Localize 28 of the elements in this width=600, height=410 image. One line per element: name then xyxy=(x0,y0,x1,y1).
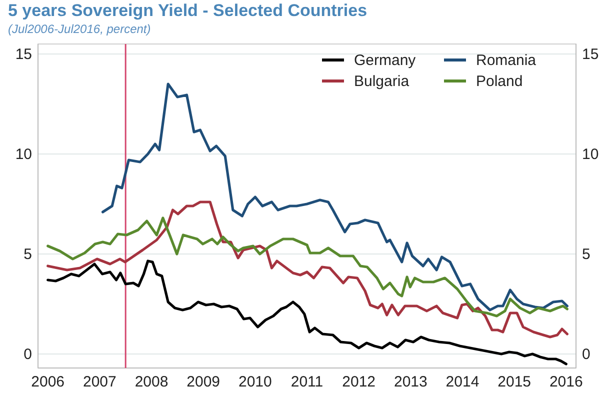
y2-tick-label: 15 xyxy=(582,46,599,63)
line-series xyxy=(46,200,568,338)
legend-label: Poland xyxy=(476,73,523,90)
legend-label: Germany xyxy=(354,52,416,69)
x-tick-label: 2012 xyxy=(342,374,376,391)
x-tick-label: 2009 xyxy=(186,374,220,391)
y-tick-label: 15 xyxy=(15,46,32,63)
line-series xyxy=(46,216,568,318)
x-tick-label: 2013 xyxy=(394,374,428,391)
x-tick-label: 2008 xyxy=(134,374,168,391)
y2-tick-label: 5 xyxy=(582,246,590,263)
legend-label: Romania xyxy=(476,52,537,69)
x-tick-label: 2007 xyxy=(82,374,116,391)
x-tick-label: 2016 xyxy=(549,374,583,391)
x-tick-label: 2010 xyxy=(238,374,272,391)
legend-label: Bulgaria xyxy=(354,73,410,90)
line-series xyxy=(46,260,568,366)
y2-tick-label: 10 xyxy=(582,146,599,163)
y-tick-label: 10 xyxy=(15,146,32,163)
y2-tick-label: 0 xyxy=(582,346,590,363)
chart-subtitle: (Jul2006-Jul2016, percent) xyxy=(8,22,151,36)
y-tick-label: 0 xyxy=(24,346,32,363)
y-tick-label: 5 xyxy=(24,246,32,263)
x-tick-label: 2006 xyxy=(31,374,65,391)
x-tick-label: 2015 xyxy=(498,374,532,391)
x-tick-label: 2011 xyxy=(290,374,324,391)
chart-title: 5 years Sovereign Yield - Selected Countries xyxy=(8,1,368,20)
x-tick-label: 2014 xyxy=(446,374,480,391)
